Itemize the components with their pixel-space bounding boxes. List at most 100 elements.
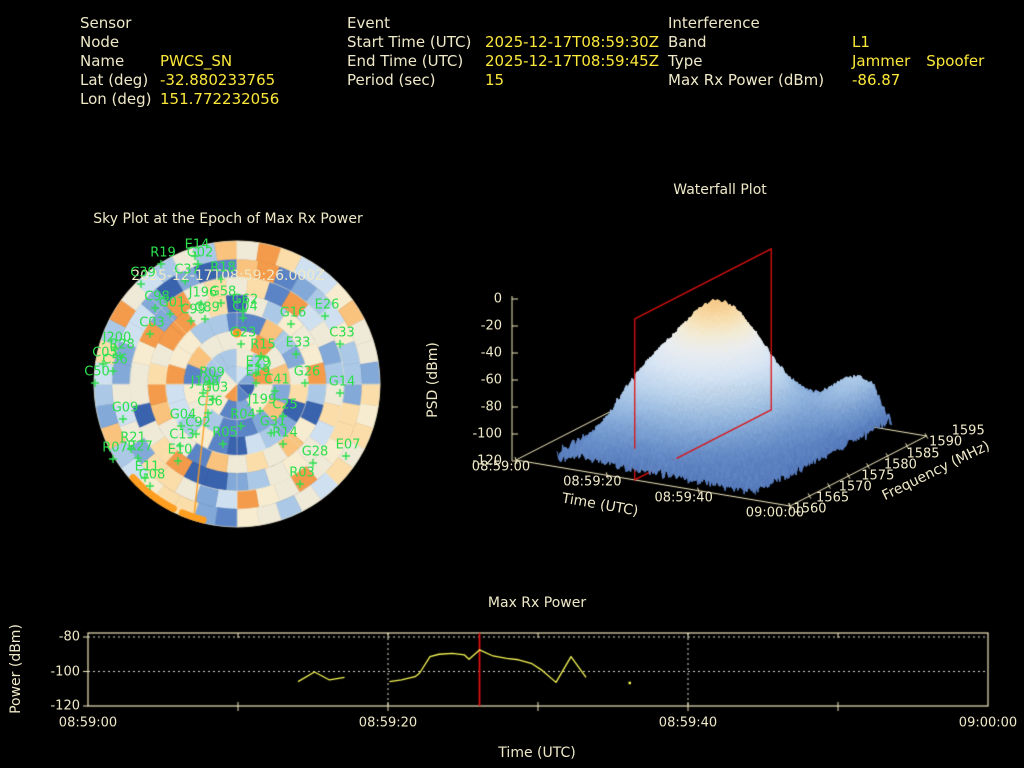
satellite-label: E29 xyxy=(245,354,271,370)
satellite-label: G31 xyxy=(259,414,287,430)
timeseries-x-axis-label: Time (UTC) xyxy=(498,745,576,761)
satellite-label: C05 xyxy=(92,345,118,361)
timeseries-x-tick-label: 08:59:40 xyxy=(658,715,718,731)
waterfall-frequency-tick-label: 1565 xyxy=(816,490,850,506)
timeseries-y-axis-label: Power (dBm) xyxy=(8,624,24,714)
satellite-label: J199 xyxy=(247,392,277,408)
satellite-label: R18 xyxy=(210,260,236,276)
satellite-label: R04 xyxy=(230,407,256,423)
sensor-name-value: PWCS_SN xyxy=(160,52,233,70)
satellite-label: E19 xyxy=(245,364,271,380)
interference-power-value: -86.87 xyxy=(852,71,901,89)
interference-power-row: Max Rx Power (dBm) -86.87 xyxy=(668,71,984,90)
sky-plot-title-line2: 2025-12-17T08:59:26.000Z xyxy=(131,268,325,284)
waterfall-psd-tick-label: -60 xyxy=(480,372,502,388)
waterfall-time-tick-label: 08:59:20 xyxy=(563,474,622,490)
satellite-label: R07 xyxy=(102,440,128,456)
satellite-label: C33 xyxy=(329,325,355,341)
satellite-label: J200 xyxy=(102,330,132,346)
satellite-label: E10 xyxy=(167,442,193,458)
timeseries-y-tick-label: -120 xyxy=(50,698,80,714)
waterfall-psd-tick-label: -20 xyxy=(480,318,502,334)
interference-power-label: Max Rx Power (dBm) xyxy=(668,71,825,89)
satellite-label: R14 xyxy=(272,425,298,441)
interference-type-value2: Spoofer xyxy=(926,52,985,70)
sensor-lat-value: -32.880233765 xyxy=(160,71,276,89)
satellite-label: C50 xyxy=(84,364,110,380)
satellite-label: E26 xyxy=(314,297,340,313)
waterfall-frequency-tick-label: 1560 xyxy=(793,501,827,517)
event-end-row: End Time (UTC) 2025-12-17T08:59:45Z xyxy=(347,52,659,71)
sky-plot-title-line1: Sky Plot at the Epoch of Max Rx Power xyxy=(93,211,363,227)
sensor-name-label: Name xyxy=(80,52,125,70)
satellite-label: G03 xyxy=(201,380,229,396)
satellite-label: J196 xyxy=(188,285,218,301)
satellite-label: C03 xyxy=(139,315,165,331)
timeseries-y-tick-label: -80 xyxy=(58,629,80,645)
satellite-label: R19 xyxy=(150,245,176,261)
satellite-label: G26 xyxy=(293,364,321,380)
timeseries-x-tick-label: 09:00:00 xyxy=(958,715,1018,731)
satellite-label: G23 xyxy=(229,325,257,341)
satellite-label: E33 xyxy=(285,335,311,351)
waterfall-time-tick-label: 08:59:40 xyxy=(654,490,713,506)
sensor-lat-row: Lat (deg) -32.880233765 xyxy=(80,71,279,90)
satellite-label: C89 xyxy=(194,300,220,316)
sensor-lon-value: 151.772232056 xyxy=(160,90,280,108)
waterfall-psd-tick-label: -80 xyxy=(480,399,502,415)
satellite-label: G62 xyxy=(231,292,259,308)
satellite-label: C99 xyxy=(180,302,206,318)
interference-type-value: Jammer xyxy=(852,52,911,70)
sky-plot-title: Sky Plot at the Epoch of Max Rx Power 20… xyxy=(93,172,362,324)
interference-band-label: Band xyxy=(668,33,707,51)
sensor-lat-label: Lat (deg) xyxy=(80,71,149,89)
satellite-label: R03 xyxy=(289,465,315,481)
satellite-label: C39 xyxy=(130,265,156,281)
satellite-label: C36 xyxy=(197,394,223,410)
interference-type-row: Type Jammer Spoofer xyxy=(668,52,984,71)
waterfall-psd-tick-label: -100 xyxy=(472,426,502,442)
satellite-label: G01 xyxy=(158,295,186,311)
waterfall-time-tick-label: 08:59:00 xyxy=(471,459,531,475)
waterfall-frequency-tick-label: 1595 xyxy=(951,423,985,439)
interference-title: Interference xyxy=(668,14,760,32)
satellite-label: G28 xyxy=(301,444,329,460)
interference-band-value: L1 xyxy=(852,33,870,51)
satellite-label: C92 xyxy=(185,415,211,431)
event-period-value: 15 xyxy=(485,71,505,89)
timeseries-x-tick-label: 08:59:20 xyxy=(358,715,418,731)
event-end-label: End Time (UTC) xyxy=(347,52,464,70)
event-end-value: 2025-12-17T08:59:45Z xyxy=(485,52,659,70)
sensor-node-panel: Sensor Node Name PWCS_SN Lat (deg) -32.8… xyxy=(80,14,279,109)
waterfall-psd-tick-label: -40 xyxy=(480,345,502,361)
satellite-label: R27 xyxy=(127,439,153,455)
sky-plot-canvas xyxy=(80,225,410,545)
satellite-label: C98 xyxy=(144,289,170,305)
waterfall-psd-tick-label: 0 xyxy=(493,291,502,307)
satellite-label: C25 xyxy=(272,397,298,413)
satellite-label: C56 xyxy=(102,352,128,368)
satellite-label: G09 xyxy=(111,400,139,416)
satellite-label: G58 xyxy=(209,284,237,300)
satellite-label: G14 xyxy=(328,374,356,390)
event-start-value: 2025-12-17T08:59:30Z xyxy=(485,33,659,51)
sensor-lon-label: Lon (deg) xyxy=(80,90,152,108)
sensor-node-title: Sensor Node xyxy=(80,14,132,51)
sensor-name-row: Name PWCS_SN xyxy=(80,52,279,71)
satellite-label: C04 xyxy=(232,299,258,315)
event-start-row: Start Time (UTC) 2025-12-17T08:59:30Z xyxy=(347,33,659,52)
satellite-label: R09 xyxy=(199,365,225,381)
waterfall-frequency-tick-label: 1590 xyxy=(929,434,963,450)
satellite-label: C37 xyxy=(174,262,200,278)
satellite-label: E14 xyxy=(184,237,210,253)
interference-band-row: Band L1 xyxy=(668,33,984,52)
timeseries-x-tick-label: 08:59:00 xyxy=(58,715,118,731)
satellite-label: E07 xyxy=(335,437,361,453)
waterfall-psd-axis-label: PSD (dBm) xyxy=(425,342,441,418)
waterfall-title: Waterfall Plot xyxy=(673,182,767,198)
waterfall-frequency-tick-label: 1570 xyxy=(838,479,872,495)
satellite-label: R21 xyxy=(120,430,146,446)
satellite-label: C13 xyxy=(169,427,195,443)
waterfall-frequency-tick-label: 1585 xyxy=(906,446,940,461)
